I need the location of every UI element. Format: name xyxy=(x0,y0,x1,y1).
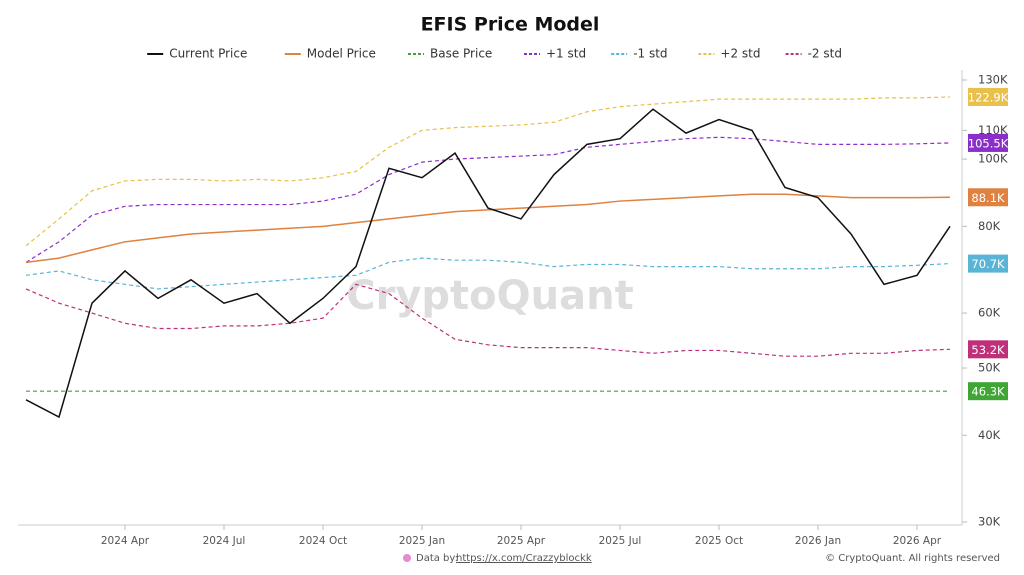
y-tick-label: 100K xyxy=(978,152,1008,166)
x-tick-label: 2024 Apr xyxy=(101,535,150,547)
legend-label: Current Price xyxy=(169,47,247,61)
y-tick-label: 130K xyxy=(978,73,1008,87)
series-line xyxy=(25,283,951,357)
y-tick-label: 30K xyxy=(978,515,1001,529)
legend-label: -1 std xyxy=(633,47,667,61)
end-tag xyxy=(968,87,1008,106)
legend-label: +2 std xyxy=(720,47,760,61)
end-tag xyxy=(968,133,1008,152)
source-label: Data by: xyxy=(416,553,458,564)
x-tick-label: 2026 Apr xyxy=(893,535,942,547)
end-tag xyxy=(968,188,1008,207)
copyright: © CryptoQuant. All rights reserved xyxy=(825,553,1000,564)
series-line xyxy=(25,257,951,290)
legend-label: -2 std xyxy=(808,47,842,61)
source-icon xyxy=(403,554,411,562)
series-line xyxy=(25,96,951,247)
end-tag-label: 88.1K xyxy=(971,191,1005,205)
y-tick-label: 110K xyxy=(978,123,1008,137)
end-tag-label: 46.3K xyxy=(971,385,1005,399)
x-tick-label: 2025 Apr xyxy=(497,535,546,547)
legend-label: +1 std xyxy=(546,47,586,61)
y-tick-label: 40K xyxy=(978,428,1001,442)
legend-label: Base Price xyxy=(430,47,492,61)
watermark: CryptoQuant xyxy=(346,273,633,319)
x-tick-label: 2025 Jul xyxy=(599,535,642,547)
y-tick-label: 50K xyxy=(978,361,1001,375)
source-link[interactable]: https://x.com/Crazzyblockk xyxy=(456,553,592,564)
end-tag xyxy=(968,382,1008,401)
legend-label: Model Price xyxy=(307,47,376,61)
end-tag-label: 70.7K xyxy=(971,257,1005,271)
x-tick-label: 2025 Oct xyxy=(695,535,743,547)
series-line xyxy=(25,108,951,419)
x-tick-label: 2024 Oct xyxy=(299,535,347,547)
end-tag xyxy=(968,340,1008,359)
end-tag xyxy=(968,254,1008,273)
end-tag-label: 122.9K xyxy=(968,90,1009,104)
end-tag-label: 105.5K xyxy=(968,136,1009,150)
y-tick-label: 60K xyxy=(978,306,1001,320)
end-tag-label: 53.2K xyxy=(971,343,1005,357)
x-tick-label: 2026 Jan xyxy=(795,535,841,547)
y-tick-label: 80K xyxy=(978,219,1001,233)
series-line xyxy=(25,136,951,263)
x-tick-label: 2024 Jul xyxy=(203,535,246,547)
x-tick-label: 2025 Jan xyxy=(399,535,445,547)
series-line xyxy=(25,193,951,264)
chart-title: EFIS Price Model xyxy=(421,14,600,36)
